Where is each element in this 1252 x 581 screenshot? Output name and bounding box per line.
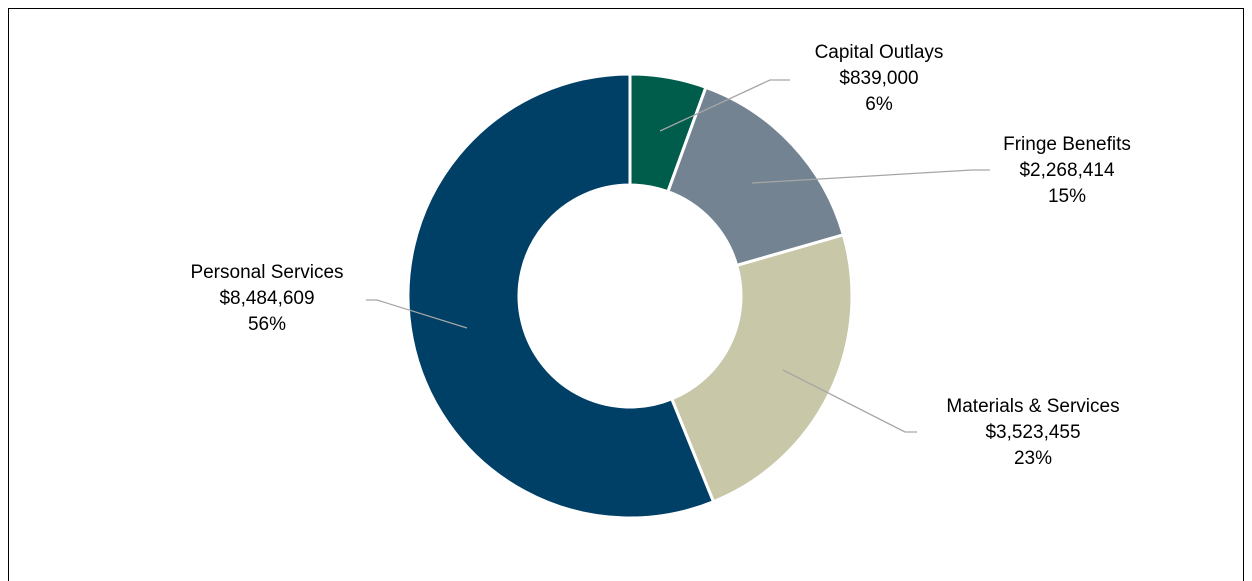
slice-percent-capital-outlays: 6%: [865, 94, 893, 115]
slice-value-capital-outlays: $839,000: [839, 68, 918, 89]
leader-line-fringe-benefits: [751, 169, 990, 184]
slice-personal-services: [406, 72, 716, 520]
leader-line-materials-and-services: [782, 369, 917, 433]
slice-label-materials-and-services: Materials & Services: [946, 396, 1119, 417]
slice-value-fringe-benefits: $2,268,414: [1019, 160, 1115, 181]
slice-label-personal-services: Personal Services: [190, 262, 343, 283]
leader-line-capital-outlays: [659, 79, 790, 132]
slice-label-fringe-benefits: Fringe Benefits: [1003, 134, 1131, 155]
slice-fringe-benefits: [666, 85, 846, 268]
slice-label-capital-outlays: Capital Outlays: [815, 42, 944, 63]
slice-percent-fringe-benefits: 15%: [1048, 186, 1086, 207]
slice-materials-and-services: [669, 232, 854, 504]
slice-percent-personal-services: 56%: [248, 314, 286, 335]
slice-value-materials-and-services: $3,523,455: [985, 422, 1080, 443]
slice-value-personal-services: $8,484,609: [219, 288, 314, 309]
leader-line-personal-services: [366, 299, 468, 329]
slice-percent-materials-and-services: 23%: [1014, 448, 1052, 469]
